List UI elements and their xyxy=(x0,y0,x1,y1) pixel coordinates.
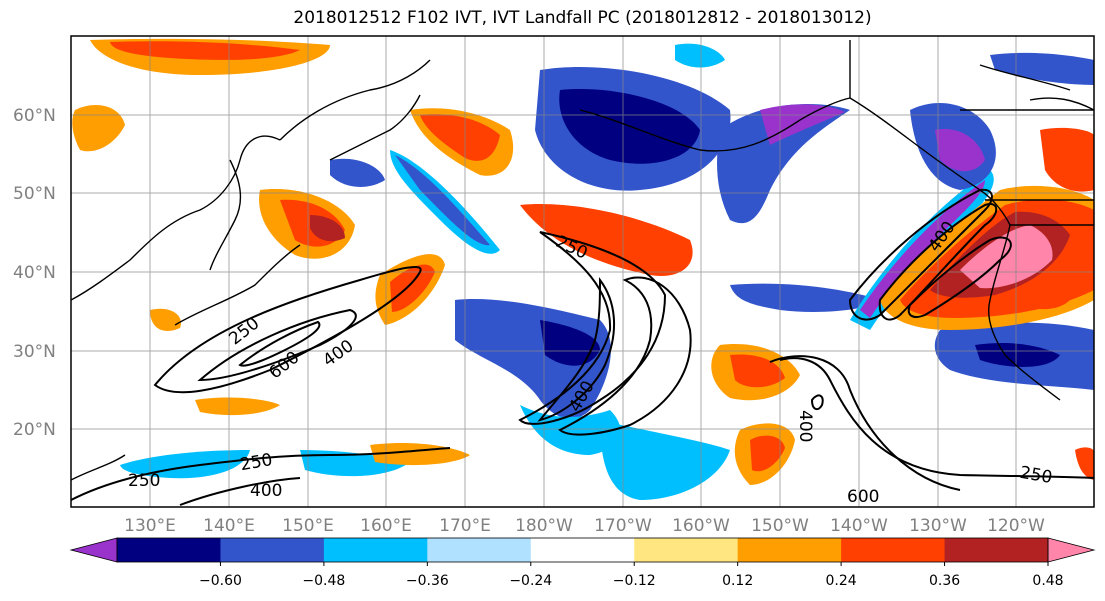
lon-label: 160°W xyxy=(672,516,730,536)
coastlines xyxy=(71,40,1094,481)
lon-label: 160°E xyxy=(360,516,412,536)
graticule xyxy=(71,36,1094,507)
colorbar xyxy=(69,537,1096,563)
lon-label: 140°E xyxy=(203,516,255,536)
contour-label: 400 xyxy=(795,410,815,442)
colorbar-frame xyxy=(116,537,1049,563)
colorbar-extend-low xyxy=(69,537,118,563)
contour-label: 400 xyxy=(250,481,282,501)
lat-label: 50°N xyxy=(13,184,56,204)
colorbar-segment xyxy=(530,538,635,562)
contour-label: 600 xyxy=(847,487,879,507)
colorbar-tick-label: −0.36 xyxy=(406,573,449,589)
contour-label-partial: 250 xyxy=(128,471,160,491)
colorbar-tick-label: −0.48 xyxy=(302,573,345,589)
map-plot-area: 250 600 400 250 400 250 400 600 250 400 … xyxy=(71,36,1094,507)
ivt-contours xyxy=(71,188,1094,506)
colorbar-segment xyxy=(944,538,1049,562)
latitude-axis: 60°N 50°N 40°N 30°N 20°N xyxy=(13,106,56,440)
colorbar-segment xyxy=(427,538,532,562)
lon-label: 150°W xyxy=(751,516,809,536)
colorbar-tick-label: 0.36 xyxy=(929,573,960,589)
lon-label: 130°W xyxy=(909,516,967,536)
lat-label: 30°N xyxy=(13,342,56,362)
negative-anomaly-fill xyxy=(120,43,1094,500)
colorbar-segment xyxy=(634,538,739,562)
colorbar-tick-label: −0.24 xyxy=(509,573,552,589)
colorbar-extend-high xyxy=(1047,537,1096,563)
colorbar-segment xyxy=(841,538,946,562)
lon-label: 130°E xyxy=(124,516,176,536)
colorbar-segment xyxy=(117,538,221,562)
map-frame xyxy=(70,35,1095,508)
colorbar-tick-label: 0.48 xyxy=(1032,573,1063,589)
colorbar-segment xyxy=(323,538,428,562)
colorbar-tick-label: 0.24 xyxy=(826,573,857,589)
colorbar-segment xyxy=(220,538,325,562)
colorbar-segment xyxy=(737,538,842,562)
lat-label: 60°N xyxy=(13,106,56,126)
map-title: 2018012512 F102 IVT, IVT Landfall PC (20… xyxy=(293,8,872,28)
lon-label: 170°W xyxy=(594,516,652,536)
lat-label: 40°N xyxy=(13,263,56,283)
longitude-axis: 130°E 140°E 150°E 160°E 170°E 180°W 170°… xyxy=(124,516,1045,536)
lon-label: 150°E xyxy=(282,516,334,536)
lon-label: 180°W xyxy=(515,516,573,536)
lon-label: 120°W xyxy=(987,516,1045,536)
lon-label: 140°W xyxy=(830,516,888,536)
colorbar-tick-label: 0.12 xyxy=(722,573,753,589)
colorbar-tick-label: −0.60 xyxy=(199,573,242,589)
colorbar-ticks: −0.60 −0.48 −0.36 −0.24 −0.12 0.12 0.24 0.36 0.4… xyxy=(199,562,1064,589)
colorbar-tick-label: −0.12 xyxy=(613,573,656,589)
lat-label: 20°N xyxy=(13,420,56,440)
lon-label: 170°E xyxy=(439,516,491,536)
